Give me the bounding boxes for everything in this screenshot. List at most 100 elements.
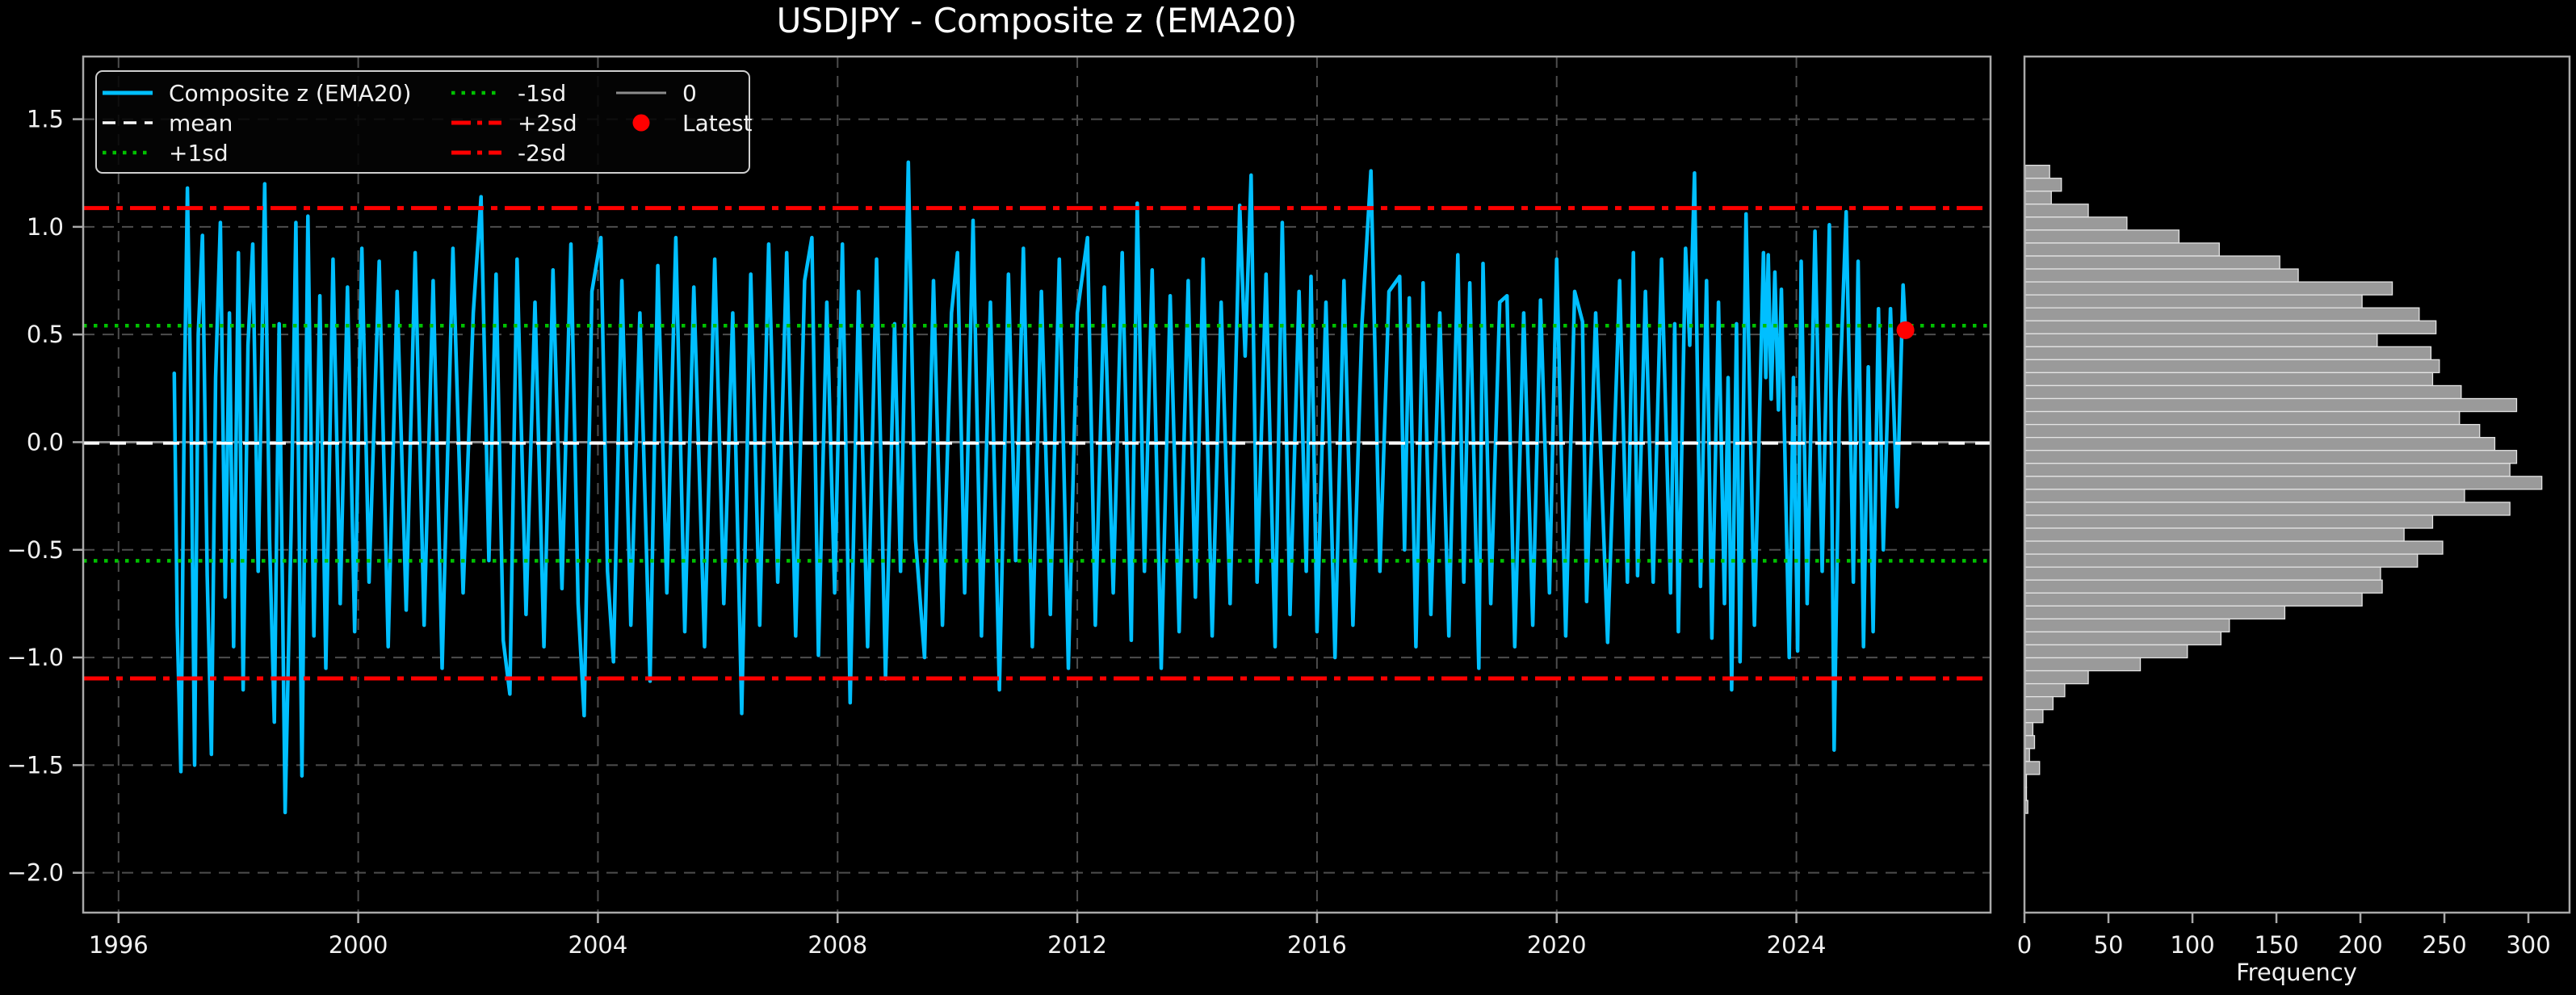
histogram-bar xyxy=(2024,346,2432,361)
histogram-bar xyxy=(2024,553,2419,568)
histogram-bar xyxy=(2024,761,2041,775)
hist-tick-label: 0 xyxy=(2017,931,2032,959)
histogram-bar xyxy=(2024,437,2496,451)
latest-marker xyxy=(1896,321,1915,339)
legend-line-icon xyxy=(451,120,501,125)
histogram-bar xyxy=(2024,670,2089,685)
legend-label: Composite z (EMA20) xyxy=(169,79,412,107)
histogram-bar xyxy=(2024,450,2518,464)
histogram-bar xyxy=(2024,216,2128,231)
legend: Composite z (EMA20) mean +1sd -1sd +2sd -2sd 0… xyxy=(95,70,753,174)
legend-label: +1sd xyxy=(169,139,229,166)
legend-label: 0 xyxy=(682,79,697,107)
composite-z-line xyxy=(172,160,1907,815)
x-tick-label: 2008 xyxy=(808,931,867,959)
legend-line-icon xyxy=(103,121,153,124)
histogram-bar xyxy=(2024,514,2434,529)
histogram-bar xyxy=(2024,476,2543,490)
histogram-bar xyxy=(2024,255,2280,270)
y-tick-label: 1.0 xyxy=(27,213,64,241)
histogram-bar xyxy=(2024,229,2180,244)
histogram-bar xyxy=(2024,384,2462,400)
latest-dot-icon xyxy=(632,114,650,132)
histogram-bar xyxy=(2024,502,2511,516)
histogram-bar xyxy=(2024,178,2062,192)
histogram-bar xyxy=(2024,682,2066,698)
x-tick-label: 1996 xyxy=(89,931,149,959)
histogram-bar xyxy=(2024,800,2028,814)
histogram-bar xyxy=(2024,307,2420,321)
x-tick-label: 2012 xyxy=(1047,931,1107,959)
legend-entry--1sd: -1sd xyxy=(451,79,567,107)
y-tick-label: 1.5 xyxy=(27,106,64,133)
axes-spine xyxy=(2023,55,2571,914)
histogram-bar xyxy=(2024,423,2481,439)
legend-line-icon xyxy=(103,150,153,155)
legend-entry--1sd: +1sd xyxy=(103,139,229,166)
x-tick-label: 2020 xyxy=(1527,931,1587,959)
legend-line-icon xyxy=(616,91,666,94)
x-tick-label: 2016 xyxy=(1287,931,1347,959)
y-tick-label: −0.5 xyxy=(7,536,64,564)
histogram-bar xyxy=(2024,709,2044,724)
frequency-axis-label: Frequency xyxy=(2236,959,2357,986)
x-tick-label: 2024 xyxy=(1767,931,1827,959)
histogram-bar xyxy=(2024,294,2363,309)
histogram-bar xyxy=(2024,605,2286,620)
histogram-bar xyxy=(2024,631,2222,646)
legend-entry-mean: mean xyxy=(103,109,233,136)
x-tick-label: 2000 xyxy=(329,931,388,959)
legend-entry-0: 0 xyxy=(616,79,697,107)
histogram-bar xyxy=(2024,579,2383,594)
histogram-bar xyxy=(2024,320,2437,334)
legend-entry-latest: Latest xyxy=(616,109,753,136)
y-tick-label: 0.5 xyxy=(27,321,64,348)
page-title: USDJPY - Composite z (EMA20) xyxy=(776,1,1298,40)
histogram-bar xyxy=(2024,735,2036,749)
legend-label: mean xyxy=(169,109,233,136)
histogram-bar xyxy=(2024,359,2440,374)
histogram-bar xyxy=(2024,268,2299,283)
histogram-bar xyxy=(2024,696,2054,711)
histogram-bar xyxy=(2024,463,2511,477)
legend-entry-composite-z-ema20-: Composite z (EMA20) xyxy=(103,79,412,107)
legend-label: Latest xyxy=(682,109,753,136)
axes-spine xyxy=(82,55,1992,914)
histogram-bar xyxy=(2024,657,2142,672)
hist-tick-label: 50 xyxy=(2094,931,2124,959)
y-tick-label: −1.0 xyxy=(7,644,64,671)
y-tick-label: −1.5 xyxy=(7,751,64,779)
legend-label: +2sd xyxy=(518,109,577,136)
legend-marker-icon xyxy=(632,114,650,132)
x-tick-label: 2004 xyxy=(568,931,628,959)
legend-label: -1sd xyxy=(518,79,567,107)
histogram-bar xyxy=(2024,242,2220,257)
histogram-bar xyxy=(2024,397,2518,413)
legend-line-icon xyxy=(103,90,153,95)
histogram-bar xyxy=(2024,748,2030,762)
histogram-bar xyxy=(2024,644,2188,659)
hist-tick-label: 250 xyxy=(2422,931,2466,959)
hist-tick-label: 300 xyxy=(2506,931,2550,959)
histogram-bar xyxy=(2024,540,2444,555)
histogram-bar xyxy=(2024,489,2465,503)
histogram-bar xyxy=(2024,410,2461,426)
histogram-bar xyxy=(2024,372,2434,387)
legend-entry--2sd: +2sd xyxy=(451,109,577,136)
histogram-bar xyxy=(2024,527,2405,542)
hist-tick-label: 100 xyxy=(2170,931,2214,959)
histogram-bar xyxy=(2024,281,2393,296)
histogram-bar xyxy=(2024,722,2034,737)
histogram-bar xyxy=(2024,191,2052,205)
histogram-bar xyxy=(2024,164,2050,179)
histogram-bar xyxy=(2024,592,2363,607)
hist-tick-label: 150 xyxy=(2254,931,2298,959)
y-tick-label: 0.0 xyxy=(27,428,64,456)
histogram-bar xyxy=(2024,333,2378,347)
histogram-bar xyxy=(2024,618,2230,633)
histogram-bar xyxy=(2024,566,2381,581)
legend-entry--2sd: -2sd xyxy=(451,139,567,166)
legend-label: -2sd xyxy=(518,139,567,166)
y-tick-label: −2.0 xyxy=(7,859,64,887)
